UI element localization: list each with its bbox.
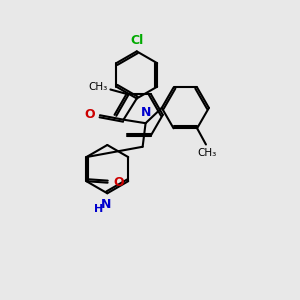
Text: O: O [84, 108, 94, 121]
Text: CH₃: CH₃ [197, 148, 216, 158]
Text: H: H [94, 204, 104, 214]
Text: CH₃: CH₃ [88, 82, 107, 92]
Text: N: N [141, 106, 152, 119]
Text: O: O [113, 176, 124, 189]
Text: N: N [100, 198, 111, 211]
Text: Cl: Cl [130, 34, 143, 47]
